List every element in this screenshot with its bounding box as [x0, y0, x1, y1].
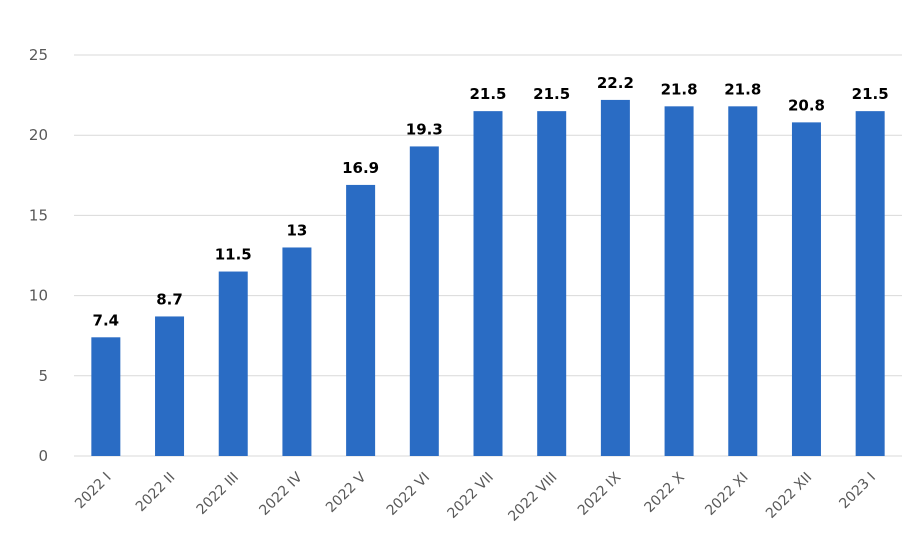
x-tick-label: 2022 XII [763, 470, 815, 522]
x-tick-label: 2022 III [194, 470, 242, 518]
x-tick-label: 2022 I [72, 470, 115, 513]
bar [346, 184, 376, 456]
data-label: 8.7 [156, 290, 183, 308]
data-label: 20.8 [788, 96, 825, 114]
bar [473, 111, 503, 456]
y-tick-label: 15 [29, 206, 48, 224]
data-label: 21.5 [852, 85, 889, 103]
x-tick-label: 2022 IV [256, 469, 306, 519]
bars [91, 99, 885, 457]
y-tick-label: 0 [38, 447, 48, 465]
x-tick-label: 2022 VII [445, 470, 497, 522]
bar [600, 99, 630, 457]
x-tick-label: 2022 V [323, 469, 370, 516]
data-label: 19.3 [406, 120, 443, 138]
y-tick-label: 25 [29, 46, 48, 64]
data-label: 22.2 [597, 74, 634, 92]
y-axis-ticks: 0 5 10 15 20 25 [29, 46, 48, 465]
data-label: 16.9 [342, 159, 379, 177]
data-label: 11.5 [215, 246, 252, 264]
bar [728, 106, 758, 456]
data-label: 21.8 [661, 80, 698, 98]
bar [282, 247, 312, 456]
bar [155, 316, 185, 456]
data-label: 13 [286, 221, 307, 239]
x-tick-label: 2022 VIII [505, 470, 560, 525]
data-label: 21.5 [469, 85, 506, 103]
y-tick-label: 10 [29, 287, 48, 305]
y-tick-label: 20 [29, 126, 48, 144]
x-tick-label: 2022 VI [384, 470, 433, 519]
bar [409, 146, 439, 457]
bar [218, 271, 248, 456]
x-tick-label: 2022 IX [575, 469, 625, 519]
x-tick-label: 2023 I [836, 470, 879, 513]
x-tick-label: 2022 II [133, 470, 178, 515]
bar [855, 111, 885, 456]
x-tick-label: 2022 XI [702, 470, 751, 519]
x-axis-ticks: 2022 I 2022 II 2022 III 2022 IV 2022 V 2022 V… [72, 469, 879, 524]
bar [664, 106, 694, 456]
bar [791, 122, 821, 457]
data-labels: 7.4 8.7 11.5 13 16.9 19.3 21.5 21.5 22.2 21.8 21.8… [93, 74, 889, 329]
data-label: 21.8 [724, 80, 761, 98]
x-tick-label: 2022 X [641, 469, 688, 516]
data-label: 7.4 [93, 311, 120, 329]
y-tick-label: 5 [38, 367, 48, 385]
bar [91, 337, 121, 456]
bar [537, 111, 567, 456]
data-label: 21.5 [533, 85, 570, 103]
